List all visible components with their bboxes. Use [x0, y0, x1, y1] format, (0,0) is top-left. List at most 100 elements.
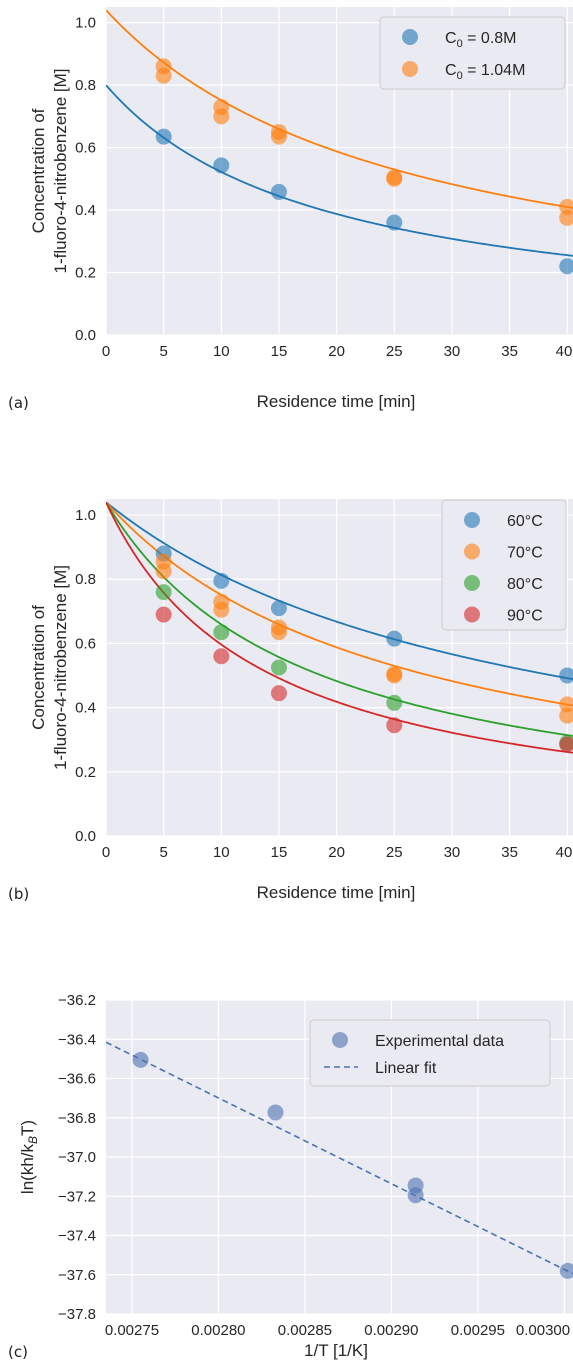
x-tick-label: 30: [444, 343, 461, 360]
y-tick-label: 0.8: [75, 77, 96, 94]
y-tick-label: −37.0: [58, 1149, 96, 1166]
x-axis-label: Residence time [min]: [257, 392, 416, 411]
legend-label-text: 70°C: [507, 545, 543, 562]
y-tick-label: −36.6: [58, 1071, 96, 1088]
y-tick-label: −36.2: [58, 992, 96, 1009]
legend-marker-1: [464, 543, 480, 560]
y-tick-label: 0.0: [75, 327, 96, 344]
y-tick-label: 0.2: [75, 265, 96, 282]
legend-label-rest: = 1.04M: [463, 62, 526, 79]
data-point-1: [213, 601, 230, 618]
x-tick-label: 0.00285: [278, 1322, 332, 1339]
data-point-1: [213, 108, 230, 125]
data-point-2: [155, 584, 172, 601]
x-axis-label: Residence time [min]: [257, 883, 416, 902]
panel-label: (a): [8, 394, 29, 412]
data-point-1: [559, 209, 573, 226]
x-tick-label: 0.00295: [451, 1322, 505, 1339]
x-tick-label: 10: [213, 343, 230, 360]
x-tick-label: 10: [213, 844, 230, 861]
y-tick-label: 0.2: [75, 764, 96, 781]
data-point-1: [270, 624, 287, 641]
x-tick-label: 35: [501, 844, 518, 861]
data-point-3: [155, 606, 172, 623]
y-axis-label-main: ln(kh/k: [18, 1144, 37, 1195]
legend-label-text: 90°C: [507, 608, 543, 625]
fit-curve-1: [106, 9, 573, 209]
data-point-1: [386, 170, 403, 187]
legend-label-subscript: 0: [457, 38, 463, 50]
linear-fit-line: [106, 1041, 573, 1275]
y-tick-label: −37.8: [58, 1306, 96, 1323]
data-point-0: [270, 600, 287, 617]
x-tick-label: 0.00280: [191, 1322, 245, 1339]
y-tick-label: −36.4: [58, 1031, 96, 1048]
y-axis-label-line-1: Concentration of: [29, 108, 48, 233]
legend-label-text: Experimental data: [375, 1033, 504, 1050]
legend-label-0: C0 = 0.8M: [445, 30, 517, 50]
legend-marker-0: [402, 29, 418, 45]
fit-curve-0: [106, 501, 573, 681]
legend-label-1: 70°C: [507, 545, 543, 562]
x-tick-label: 20: [328, 844, 345, 861]
legend-marker-3: [464, 606, 480, 623]
y-tick-label: 0.6: [75, 140, 96, 157]
data-point-1: [270, 128, 287, 145]
legend-label-rest: = 0.8M: [463, 30, 517, 47]
x-axis-label: 1/T [1/K]: [304, 1341, 368, 1360]
legend-label-0: 60°C: [507, 513, 543, 530]
data-point-0: [213, 157, 230, 174]
legend-label-fit: Linear fit: [375, 1060, 437, 1077]
data-point-0: [213, 572, 230, 589]
data-point-0: [386, 214, 403, 231]
legend-label-2: 80°C: [507, 576, 543, 593]
legend-label-text: C: [445, 30, 457, 47]
data-point-3: [559, 736, 573, 753]
legend-marker-1: [402, 61, 418, 77]
y-tick-label: 1.0: [75, 507, 96, 524]
y-tick-label: −37.6: [58, 1267, 96, 1284]
legend-box: [441, 499, 567, 631]
legend-label-0: Experimental data: [375, 1033, 504, 1050]
panel-a: 0 5 10 15 20 25 30 35 400.00.20.40.60.81.0C0 = 0…: [8, 7, 573, 412]
x-tick-label: 35: [501, 343, 518, 360]
y-axis-label-line-2: 1-fluoro-4-nitrobenzene [M]: [51, 68, 70, 273]
panel-label: (b): [8, 885, 29, 903]
data-point-0: [386, 630, 403, 647]
data-point-0: [559, 1262, 573, 1279]
data-point-1: [559, 707, 573, 724]
y-tick-label: 0.0: [75, 828, 96, 845]
data-point-3: [213, 648, 230, 665]
legend-marker-2: [464, 575, 480, 591]
legend-label-1: C0 = 1.04M: [445, 62, 525, 82]
data-point-0: [132, 1051, 149, 1068]
x-tick-label: 0.00275: [105, 1322, 159, 1339]
y-tick-label: −37.2: [58, 1188, 96, 1205]
y-axis-label-subscript: B: [26, 1136, 40, 1144]
legend-label-text: 60°C: [507, 513, 543, 530]
x-tick-label: 40: [556, 343, 573, 360]
legend: 60°C 70°C 80°C 90°C: [441, 499, 567, 631]
x-tick-label: 15: [271, 343, 288, 360]
x-tick-label: 40: [556, 844, 573, 861]
data-point-0: [270, 183, 287, 200]
x-tick-label: 5: [159, 844, 167, 861]
x-tick-label: 30: [444, 844, 461, 861]
y-tick-label: −36.8: [58, 1110, 96, 1127]
legend-label-text: 80°C: [507, 576, 543, 593]
data-point-0: [267, 1104, 284, 1121]
legend: Experimental data Linear fit: [309, 1019, 551, 1087]
legend-box: [379, 16, 566, 90]
x-tick-label: 0.00300: [516, 1322, 570, 1339]
x-tick-label: 25: [386, 844, 403, 861]
legend-marker-0: [464, 512, 480, 528]
legend-label-3: 90°C: [507, 608, 543, 625]
x-tick-label: 5: [159, 343, 167, 360]
data-point-3: [386, 717, 403, 734]
x-tick-label: 25: [386, 343, 403, 360]
y-axis-label-line-1: Concentration of: [29, 605, 48, 730]
data-point-1: [155, 563, 172, 580]
legend-label-subscript: 0: [457, 70, 463, 82]
